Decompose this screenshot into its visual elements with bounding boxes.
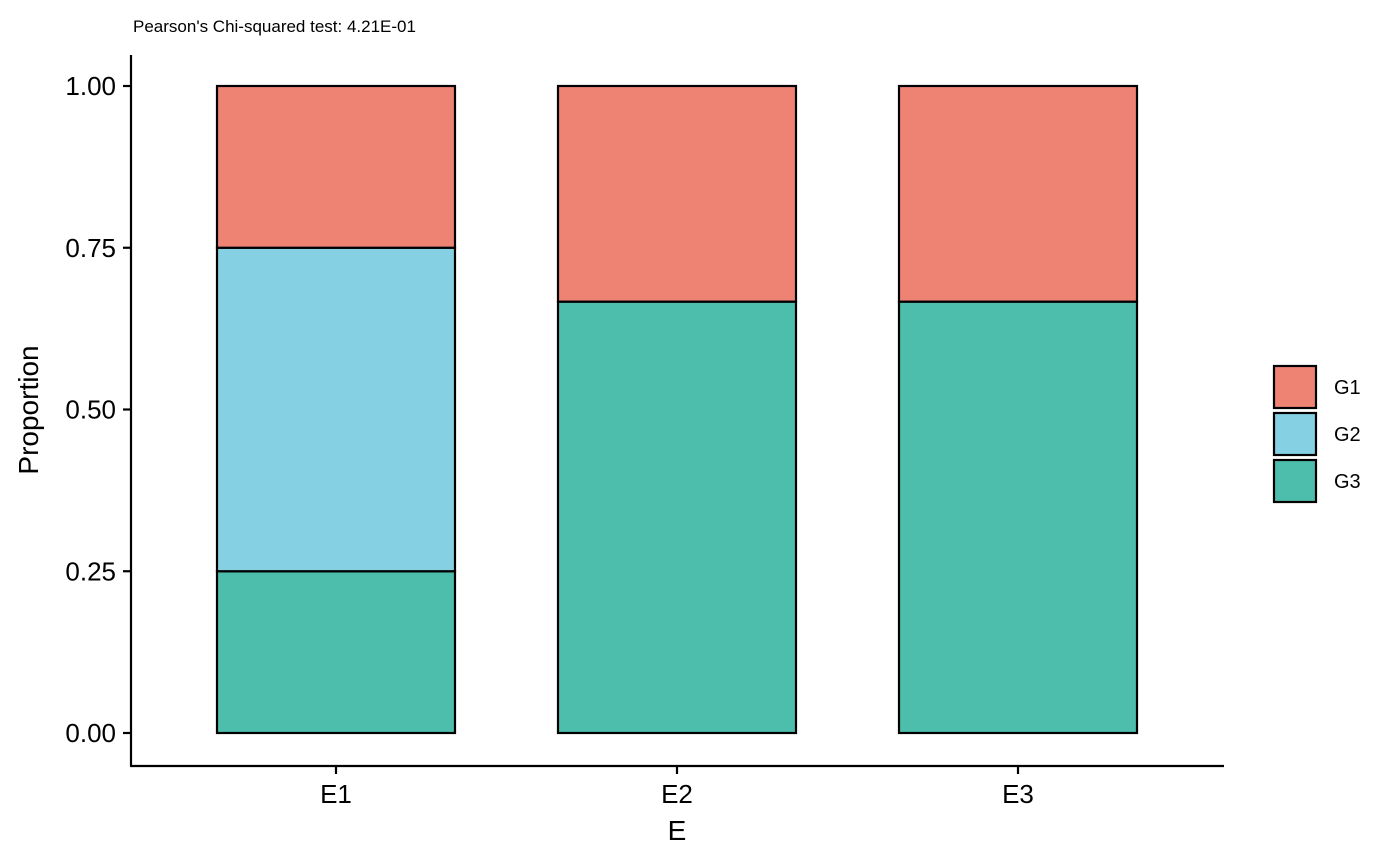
bar-segment-e1-g2 <box>215 246 457 573</box>
y-axis-title: Proportion <box>13 345 44 474</box>
x-ticks-layer: E1 E2 E3 <box>320 766 1034 809</box>
bar-segment-e2-g1 <box>556 84 798 303</box>
x-tick-label: E3 <box>1002 779 1034 809</box>
x-axis-title: E <box>668 815 687 846</box>
legend-label-g1: G1 <box>1334 377 1361 399</box>
legend-label-g2: G2 <box>1334 424 1361 446</box>
chart-subtitle: Pearson's Chi-squared test: 4.21E-01 <box>133 17 416 36</box>
y-tick-label: 1.00 <box>65 71 116 101</box>
x-tick-label: E2 <box>661 779 693 809</box>
y-tick-label: 0.00 <box>65 718 116 748</box>
legend-key-g3 <box>1272 458 1318 504</box>
bar-segment-e3-g1 <box>897 84 1139 303</box>
bar-segment-e3-g3 <box>897 300 1139 735</box>
legend: G1 G2 G3 <box>1272 364 1361 504</box>
bar-segment-e1-g1 <box>215 84 457 249</box>
y-tick-label: 0.75 <box>65 233 116 263</box>
legend-key-g2 <box>1272 411 1318 457</box>
bar-segment-e2-g3 <box>556 300 798 735</box>
y-tick-label: 0.50 <box>65 395 116 425</box>
legend-key-g1 <box>1272 364 1318 410</box>
bar-segment-e1-g3 <box>215 570 457 735</box>
x-tick-label: E1 <box>320 779 352 809</box>
legend-label-g3: G3 <box>1334 471 1361 493</box>
y-ticks-layer: 0.00 0.25 0.50 0.75 1.00 <box>65 71 131 748</box>
bars-layer <box>215 84 1139 735</box>
y-tick-label: 0.25 <box>65 556 116 586</box>
